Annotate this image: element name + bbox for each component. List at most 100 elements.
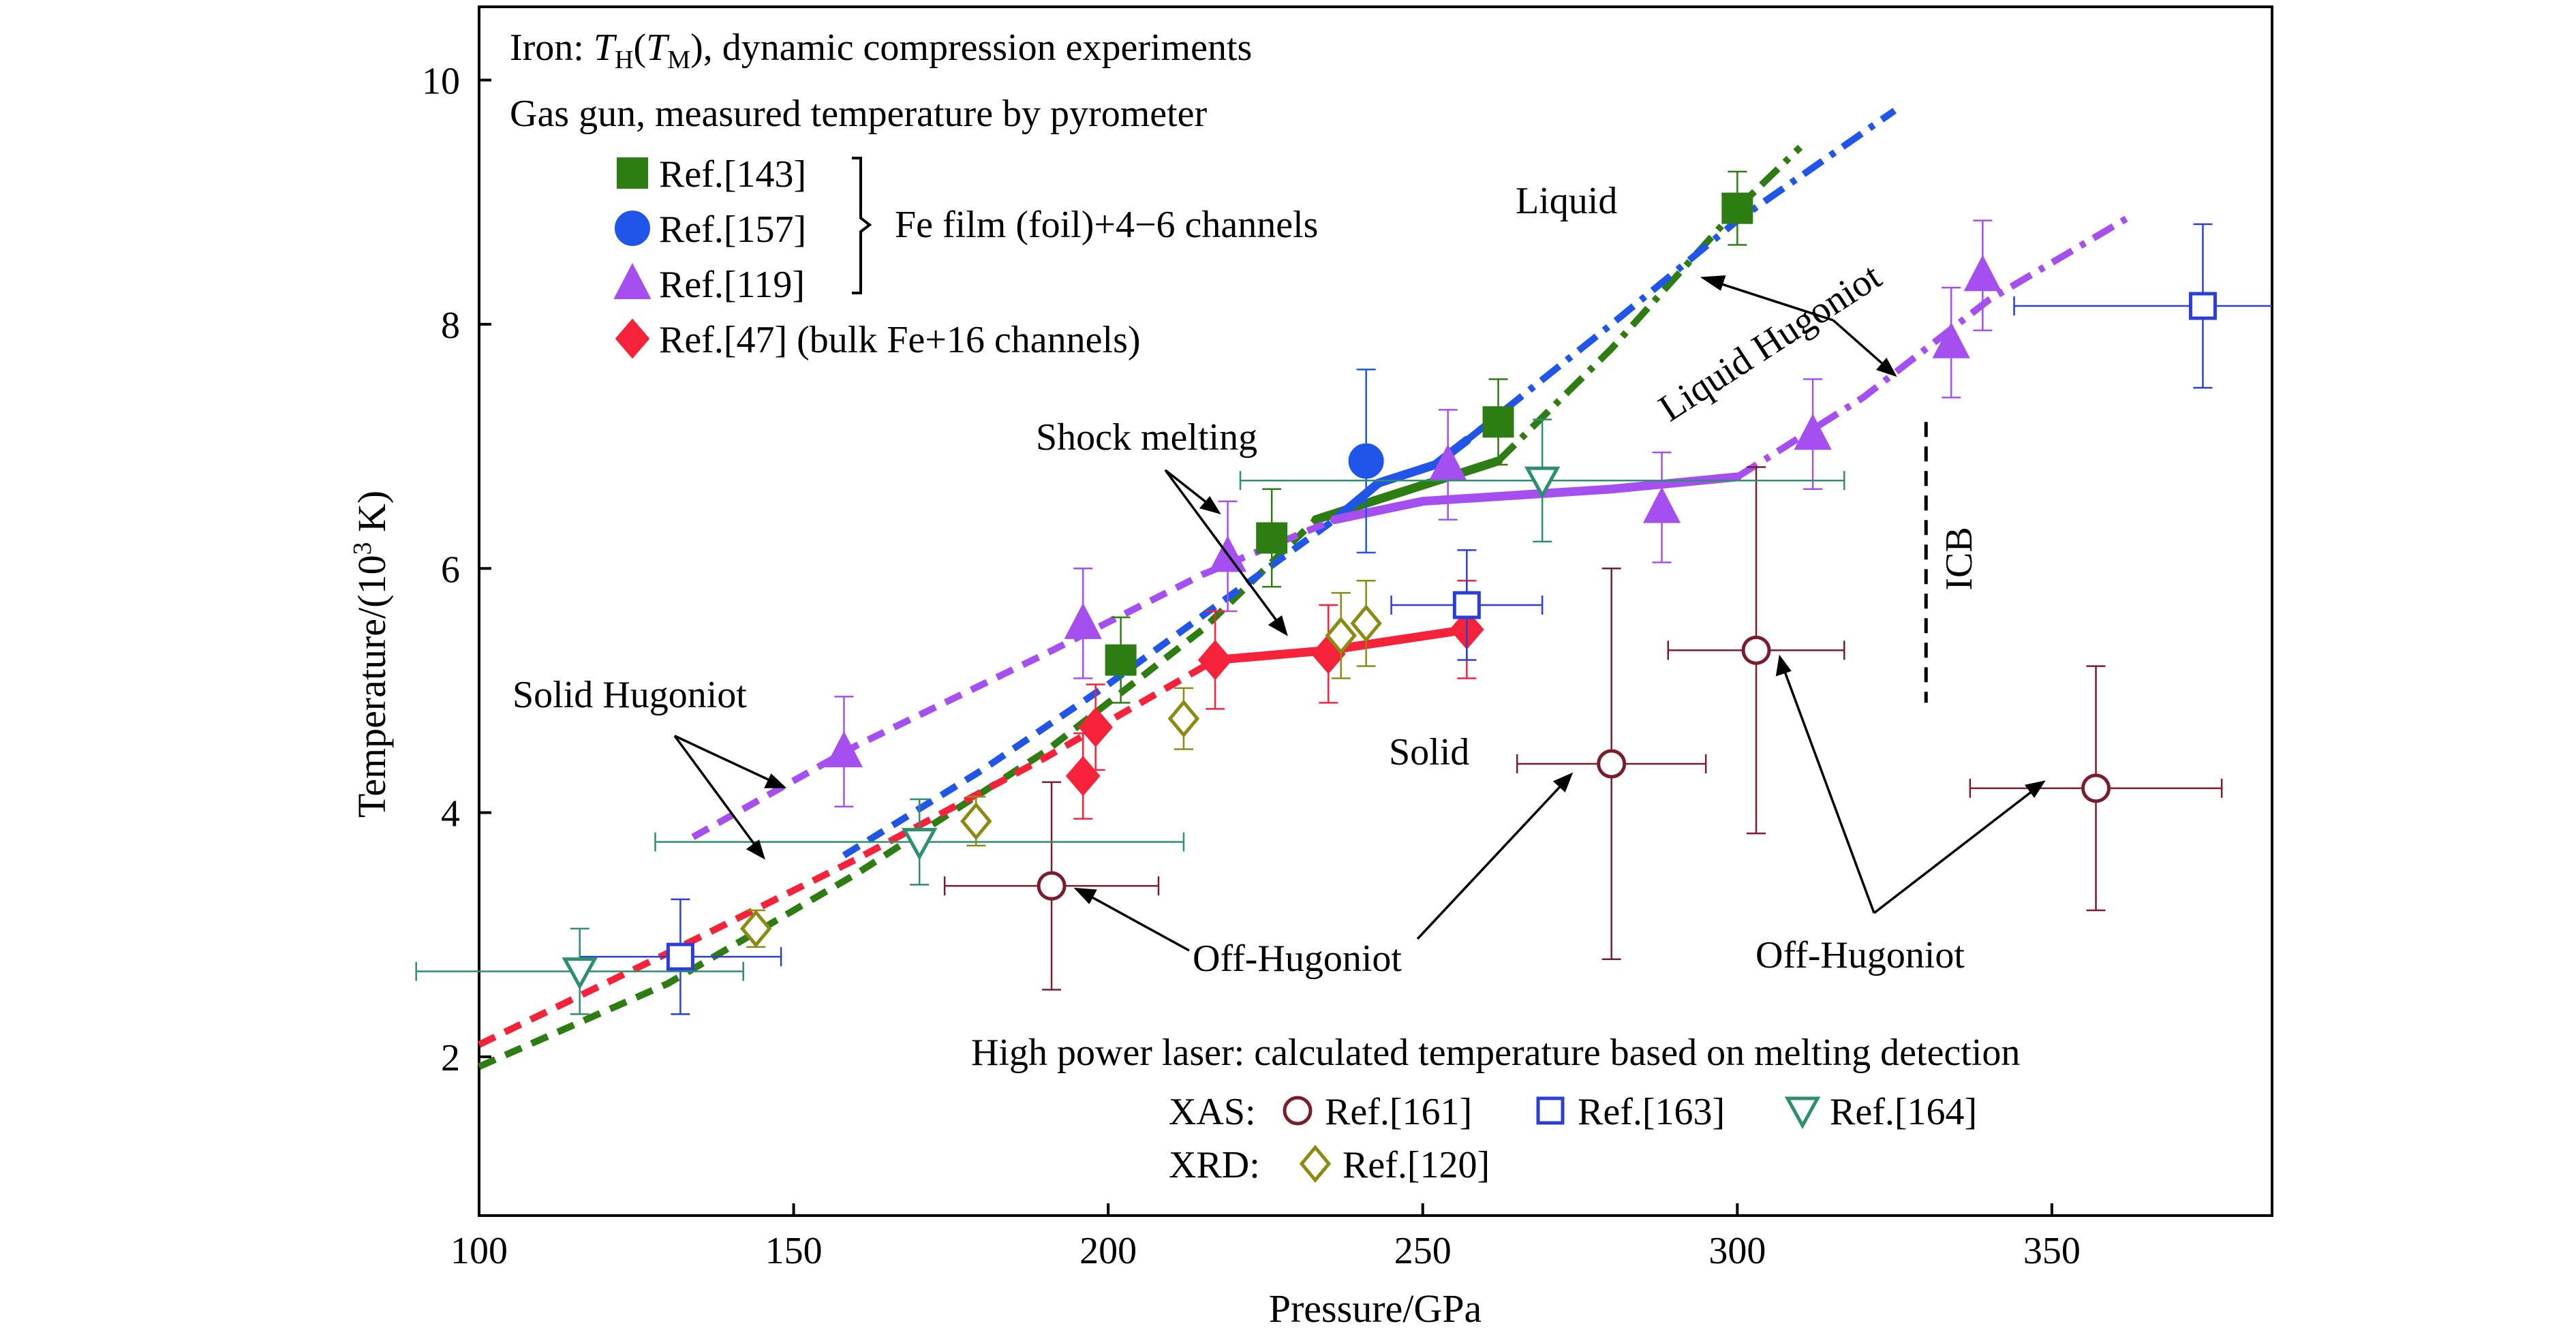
data-point <box>1429 444 1467 480</box>
arrow-off-hugoniot-4 <box>1873 786 2039 914</box>
arrow-liquid-hugoniot-2-head <box>1875 357 1897 377</box>
data-point <box>960 802 992 841</box>
data-point <box>1350 604 1382 643</box>
legend-label: Ref.[161] <box>1325 1091 1472 1133</box>
data-point <box>1452 591 1481 619</box>
arrow-liquid-hugoniot-2 <box>1832 319 1892 373</box>
data-point <box>1105 644 1137 676</box>
data-point <box>1482 406 1514 438</box>
data-point <box>825 730 863 768</box>
annotation-solid-hugoniot: Solid Hugoniot <box>512 674 747 716</box>
arrow-off-hugoniot-2 <box>1416 779 1567 940</box>
brace-label: Fe film (foil)+4−6 channels <box>895 204 1318 246</box>
legend-marker <box>1299 1145 1332 1183</box>
y-tick-label: 6 <box>441 549 460 591</box>
hugoniot-curves <box>477 108 2136 1070</box>
header-line-1: Iron: TH(TM), dynamic compression experi… <box>510 27 1252 74</box>
series-5 <box>579 223 2272 1015</box>
annotation-liquid-hugoniot: Liquid Hugoniot <box>1651 255 1889 429</box>
data-point <box>2081 773 2111 803</box>
legend-label: Ref.[143] <box>659 153 806 196</box>
series-4 <box>943 466 2223 991</box>
data-point <box>2188 292 2217 320</box>
data-point <box>1078 707 1114 747</box>
legend-marker <box>617 157 648 189</box>
arrow-off-hugoniot-3 <box>1781 664 1875 914</box>
series-3 <box>1065 579 1484 820</box>
curve-violet-dashdot <box>1735 211 2136 480</box>
data-point <box>1325 616 1357 655</box>
data-point <box>1256 522 1288 554</box>
xas-label: XAS: <box>1169 1091 1256 1133</box>
xrd-label: XRD: <box>1169 1144 1260 1186</box>
laser-legend-title: High power laser: calculated temperature… <box>971 1032 2020 1074</box>
data-point <box>1597 749 1627 779</box>
annotation-icb: ICB <box>1938 527 1980 590</box>
data-point <box>1963 255 2002 292</box>
arrow-liquid-hugoniot-1 <box>1706 278 1834 322</box>
data-point <box>1167 699 1200 738</box>
data-point <box>1642 487 1681 523</box>
data-point <box>1524 466 1561 499</box>
curve-violet-dashed <box>691 516 1336 840</box>
curve-green-dashed <box>477 517 1319 1070</box>
legend-label: Ref.[164] <box>1830 1091 1977 1133</box>
curve-blue-dashdot <box>1465 108 1897 444</box>
arrow-solid-hugoniot-2-head <box>746 839 765 860</box>
arrow-solid-hugoniot-1-head <box>764 773 787 788</box>
curve-violet-solid <box>1330 472 1742 525</box>
arrow-off-hugoniot-3-head <box>1775 654 1792 677</box>
y-tick-label: 4 <box>441 793 460 835</box>
arrow-off-hugoniot-1 <box>1083 891 1190 952</box>
arrow-shock-melting-2-head <box>1268 615 1288 636</box>
data-point <box>1741 635 1771 665</box>
data-point <box>1037 871 1067 901</box>
legend-marker <box>1283 1096 1313 1126</box>
laser-legend: Ref.[161] Ref.[163] Ref.[164] Ref.[120] <box>1283 1091 1977 1186</box>
arrow-off-hugoniot-4-head <box>2024 780 2046 799</box>
x-axis-title: Pressure/GPa <box>1269 1286 1482 1328</box>
legend-marker <box>615 211 650 246</box>
annotation-arrows <box>673 275 2046 952</box>
series-7 <box>739 579 1382 948</box>
x-tick-label: 200 <box>1079 1230 1137 1272</box>
data-point <box>1721 192 1753 224</box>
data-point <box>901 828 938 861</box>
gas-gun-legend: Ref.[143] Ref.[157] Ref.[119] Ref.[47] (bul… <box>613 153 1141 361</box>
legend-label: Ref.[119] <box>659 264 805 306</box>
legend-marker <box>615 318 650 359</box>
arrow-shock-melting-2 <box>1164 469 1283 628</box>
arrow-shock-melting-1 <box>1164 469 1214 509</box>
x-tick-label: 150 <box>765 1230 823 1272</box>
axis-ticks: 100 150 200 250 300 350 2 4 6 8 10 <box>422 61 2081 1272</box>
annotation-off-hugoniot-2: Off-Hugoniot <box>1755 934 1965 976</box>
data-series <box>415 170 2272 1015</box>
y-tick-label: 8 <box>441 305 460 347</box>
legend-marker <box>613 262 651 299</box>
x-tick-label: 350 <box>2023 1230 2081 1272</box>
y-axis-title: Temperature/(103 K) <box>348 491 394 818</box>
legend-label: Ref.[47] (bulk Fe+16 channels) <box>659 319 1141 361</box>
data-point <box>1932 322 1970 358</box>
legend-marker <box>1536 1096 1565 1125</box>
data-point <box>1064 602 1102 639</box>
legend-label: Ref.[163] <box>1578 1091 1725 1133</box>
legend-label: Ref.[120] <box>1343 1144 1490 1186</box>
legend-marker <box>1784 1096 1821 1130</box>
annotation-shock-melting: Shock melting <box>1036 416 1257 459</box>
arrow-shock-melting-1-head <box>1199 496 1221 514</box>
arrow-off-hugoniot-2-head <box>1552 772 1574 793</box>
arrow-liquid-hugoniot-1-head <box>1700 275 1726 291</box>
data-point <box>739 909 772 948</box>
data-point <box>1348 443 1384 479</box>
data-point <box>562 957 598 990</box>
x-tick-label: 250 <box>1394 1230 1452 1272</box>
arrow-solid-hugoniot-1 <box>674 735 778 785</box>
annotation-solid: Solid <box>1389 731 1469 773</box>
legend-brace <box>852 157 872 294</box>
plot-frame <box>478 5 2273 1217</box>
y-tick-label: 2 <box>441 1037 460 1079</box>
data-point <box>1197 640 1233 681</box>
arrow-solid-hugoniot-2 <box>673 735 761 853</box>
